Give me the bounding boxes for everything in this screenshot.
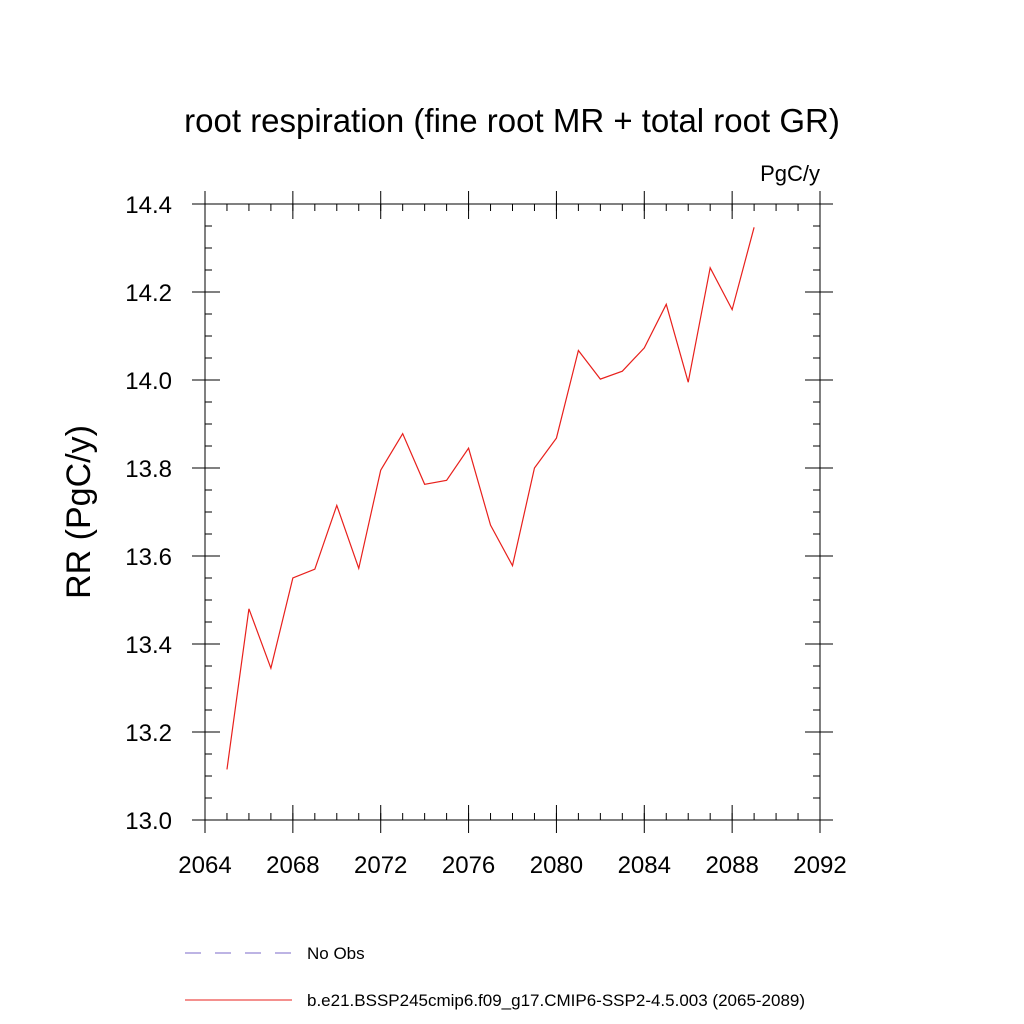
y-axis-label: RR (PgC/y) <box>60 425 98 599</box>
y-tick-label: 14.2 <box>125 280 172 307</box>
y-tick-label: 13.8 <box>125 456 172 483</box>
legend: No Obs b.e21.BSSP245cmip6.f09_g17.CMIP6-S… <box>185 944 805 1010</box>
y-tick-label: 13.2 <box>125 720 172 747</box>
plot-frame <box>204 203 821 821</box>
x-tick-label: 2080 <box>530 852 583 879</box>
x-tick-label: 2072 <box>354 852 407 879</box>
y-tick-label: 13.4 <box>125 632 172 659</box>
legend-label-0: No Obs <box>307 944 365 963</box>
axes: 2064 2068 2072 2076 2080 2084 2088 2092 13.0 13.2… <box>125 191 847 879</box>
chart-title: root respiration (fine root MR + total r… <box>184 102 840 139</box>
x-tick-label: 2088 <box>705 852 758 879</box>
series-layer <box>226 227 755 770</box>
y-tick-label: 14.4 <box>125 192 172 219</box>
units-label: PgC/y <box>760 161 820 186</box>
y-tick-label: 14.0 <box>125 368 172 395</box>
x-tick-label: 2084 <box>618 852 671 879</box>
y-tick-label: 13.6 <box>125 544 172 571</box>
legend-label-1: b.e21.BSSP245cmip6.f09_g17.CMIP6-SSP2-4.… <box>307 991 805 1010</box>
series-line-1 <box>226 227 755 770</box>
y-tick-label: 13.0 <box>125 808 172 835</box>
x-tick-label: 2092 <box>793 852 846 879</box>
x-tick-label: 2064 <box>178 852 231 879</box>
x-tick-label: 2068 <box>266 852 319 879</box>
x-tick-label: 2076 <box>442 852 495 879</box>
